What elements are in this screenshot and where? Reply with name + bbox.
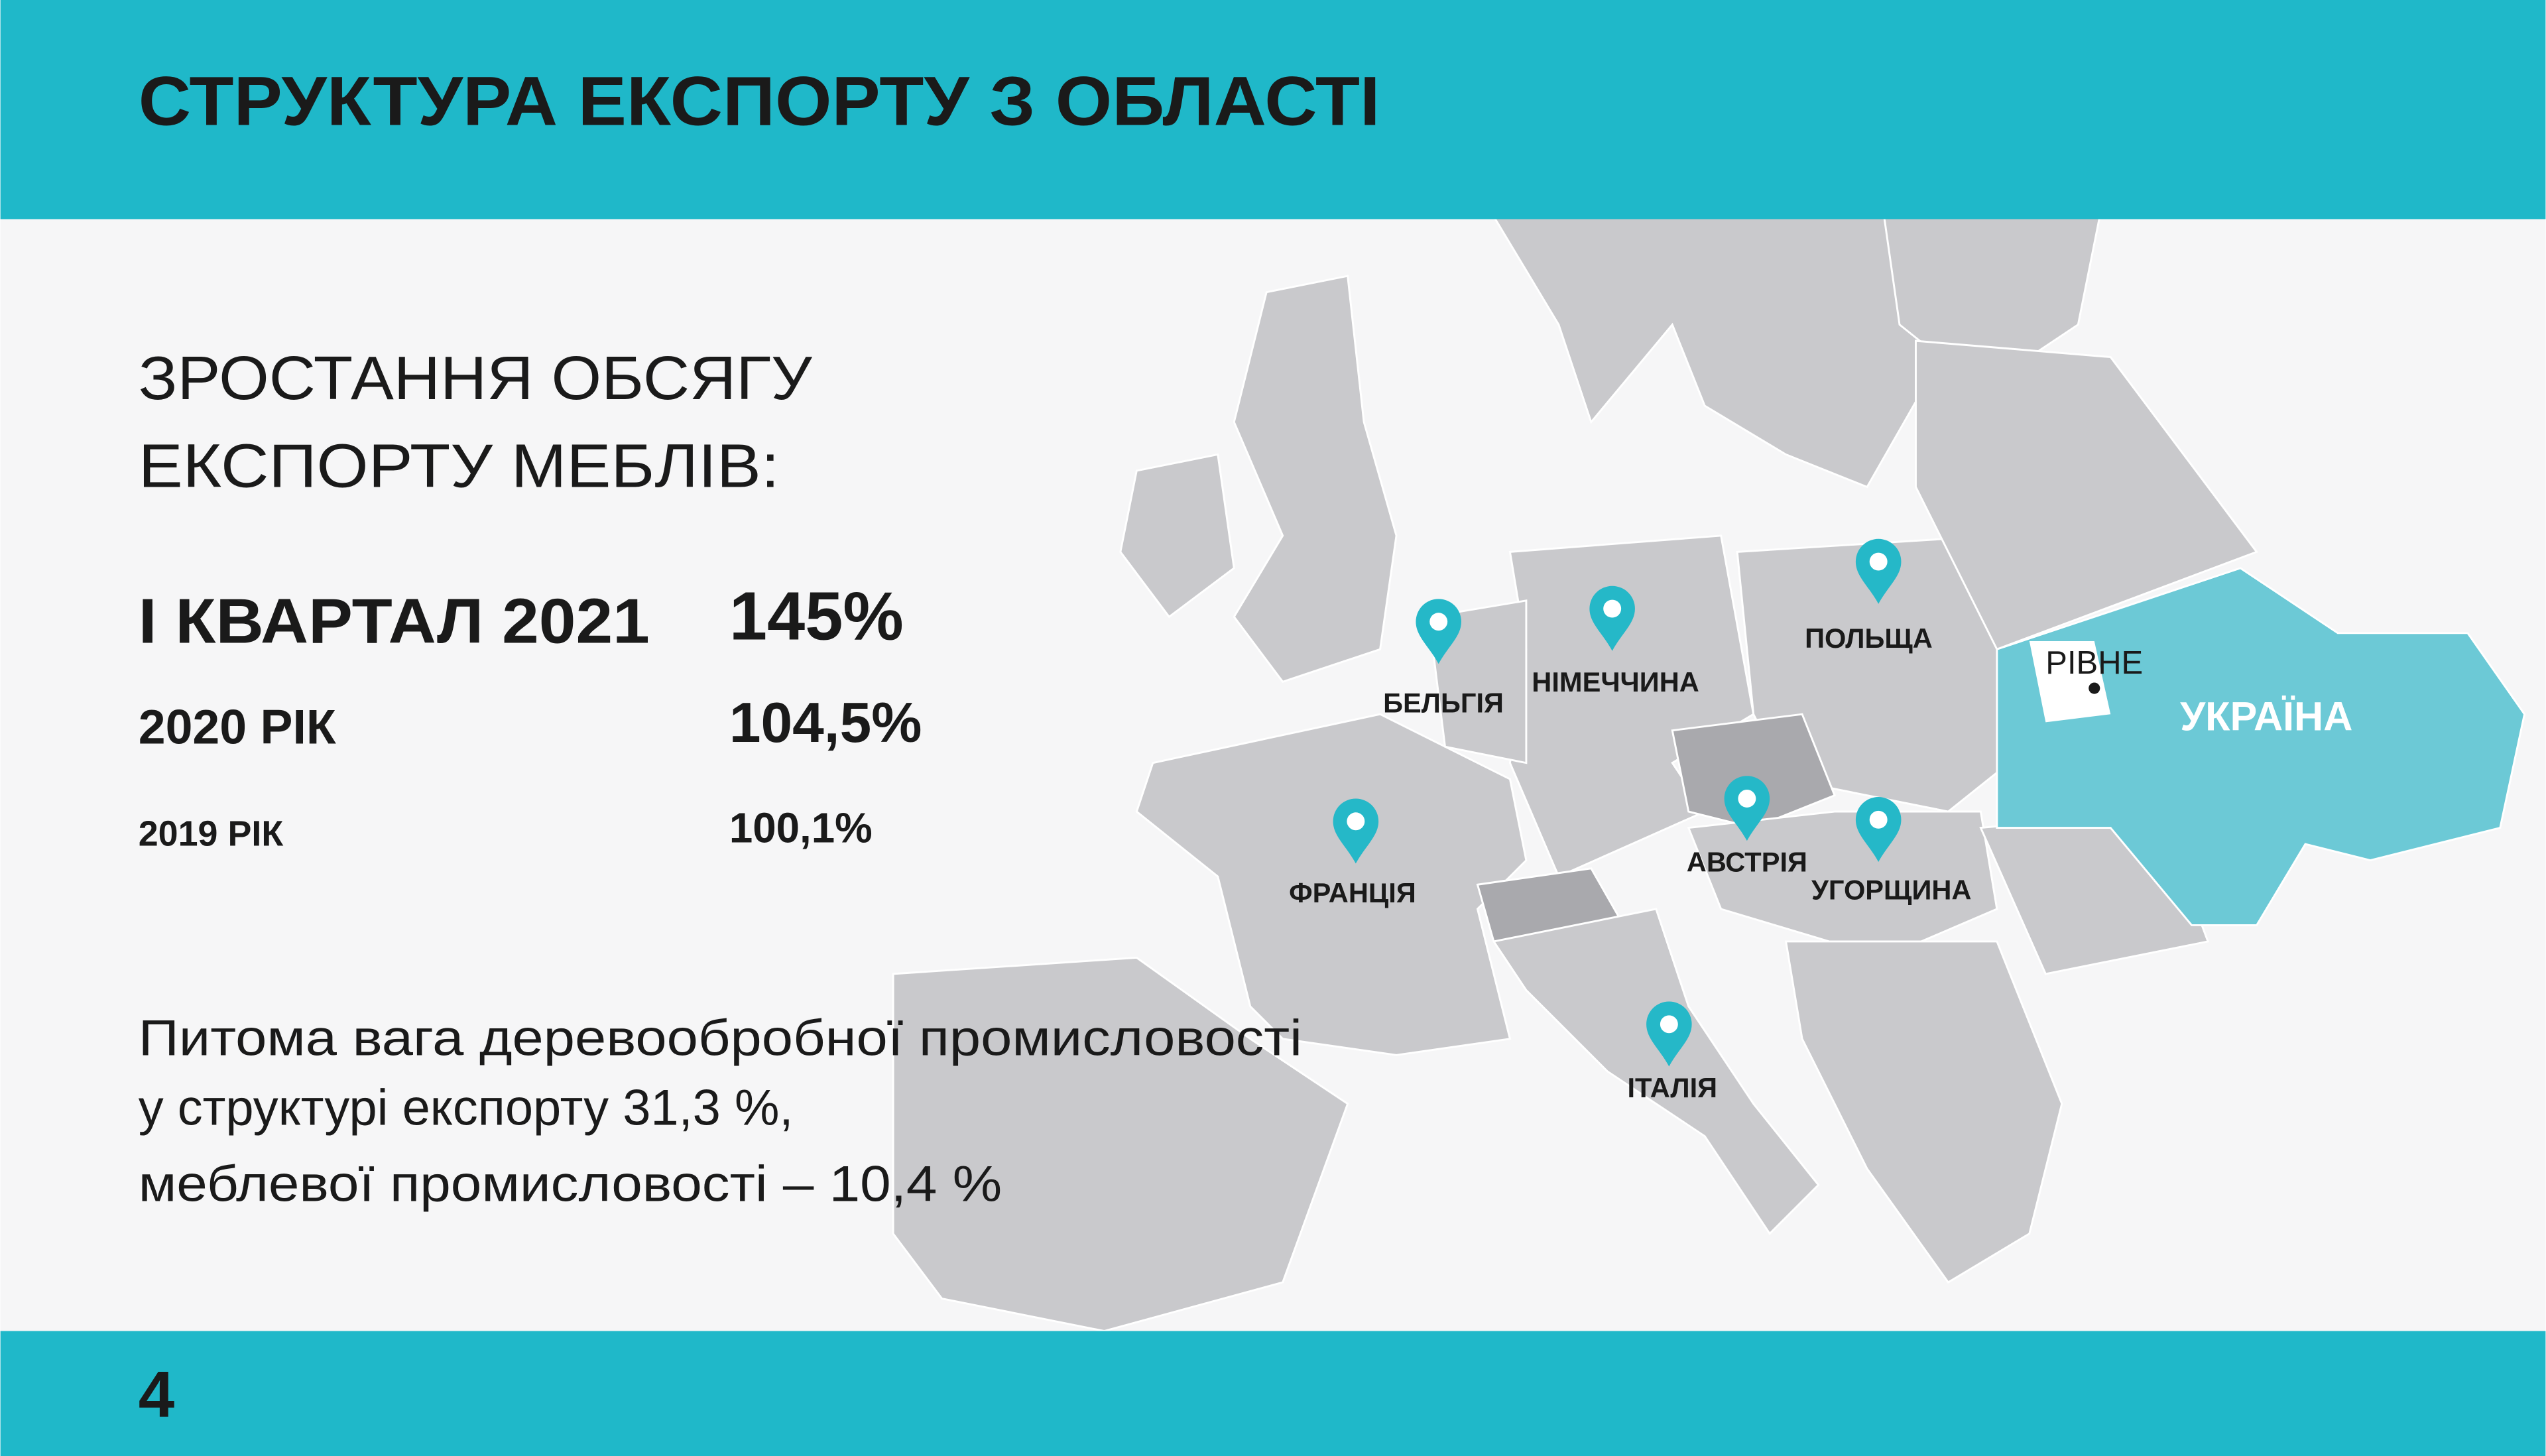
stat-label: 2019 РІК xyxy=(139,814,284,853)
france xyxy=(1135,713,1528,1056)
pin xyxy=(1855,538,1902,604)
note-line: Питома вага деревообробної промисловості xyxy=(139,1010,1302,1066)
stat-value: 100,1% xyxy=(729,805,873,852)
stat-label: 2020 РІК xyxy=(139,699,336,754)
pin xyxy=(1724,776,1770,841)
note-line: меблевої промисловості – 10,4 % xyxy=(139,1156,1002,1213)
italy xyxy=(1492,908,1820,1235)
map-label: ІТАЛІЯ xyxy=(1627,1072,1717,1103)
czechia xyxy=(1671,713,1836,829)
map-label: АВСТРІЯ xyxy=(1687,847,1807,878)
header-band xyxy=(0,0,2546,219)
iberia xyxy=(892,956,1349,1333)
intro-line: ЕКСПОРТУ МЕБЛІВ: xyxy=(139,431,780,500)
map-label: ФРАНЦІЯ xyxy=(1289,877,1416,908)
page-number: 4 xyxy=(139,1358,174,1431)
pin xyxy=(1589,585,1635,651)
pin xyxy=(1646,1001,1692,1067)
rivne-region xyxy=(2029,641,2111,723)
stat-label: І КВАРТАЛ 2021 xyxy=(139,586,650,656)
stat-value: 104,5% xyxy=(729,691,922,755)
pin xyxy=(1855,797,1902,862)
map-label: БЕЛЬГІЯ xyxy=(1383,688,1504,719)
map-label: ПОЛЬЩА xyxy=(1805,623,1933,654)
note-line: у структурі експорту 31,3 %, xyxy=(139,1080,794,1136)
city-label: РІВНЕ xyxy=(2045,645,2143,681)
title: СТРУКТУРА ЕКСПОРТУ З ОБЛАСТІ xyxy=(139,63,1380,141)
rivne-dot xyxy=(2089,682,2100,694)
ireland xyxy=(1119,453,1235,619)
stat-value: 145% xyxy=(729,578,904,654)
footer-band xyxy=(0,1331,2546,1456)
europe-map xyxy=(892,0,2526,1333)
pin xyxy=(1416,599,1461,664)
pin xyxy=(1333,798,1379,864)
uk xyxy=(1233,274,1398,683)
balkans xyxy=(1784,940,2063,1284)
belarus-baltics xyxy=(1915,339,2258,651)
map-labels: БЕЛЬГІЯ НІМЕЧЧИНА ПОЛЬЩА ФРАНЦІЯ АВСТРІЯ… xyxy=(1289,623,2352,1103)
intro-line: ЗРОСТАННЯ ОБСЯГУ xyxy=(139,343,813,412)
map-label: НІМЕЧЧИНА xyxy=(1532,666,1699,698)
country-label: УКРАЇНА xyxy=(2180,694,2352,739)
ukraine xyxy=(1996,567,2526,926)
pins xyxy=(1333,538,1902,1067)
austria-hungary xyxy=(1687,810,1998,959)
map-label: УГОРЩИНА xyxy=(1811,874,1971,905)
